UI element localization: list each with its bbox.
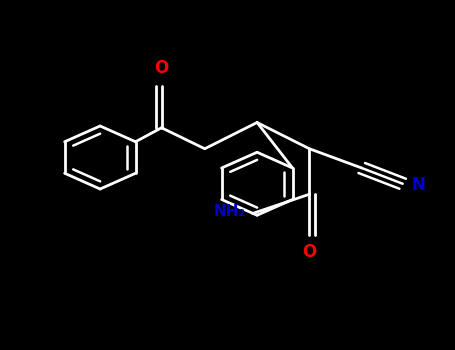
Text: NH₂: NH₂ bbox=[213, 204, 246, 219]
Text: O: O bbox=[302, 243, 317, 261]
Text: O: O bbox=[154, 59, 169, 77]
Text: N: N bbox=[412, 176, 425, 195]
